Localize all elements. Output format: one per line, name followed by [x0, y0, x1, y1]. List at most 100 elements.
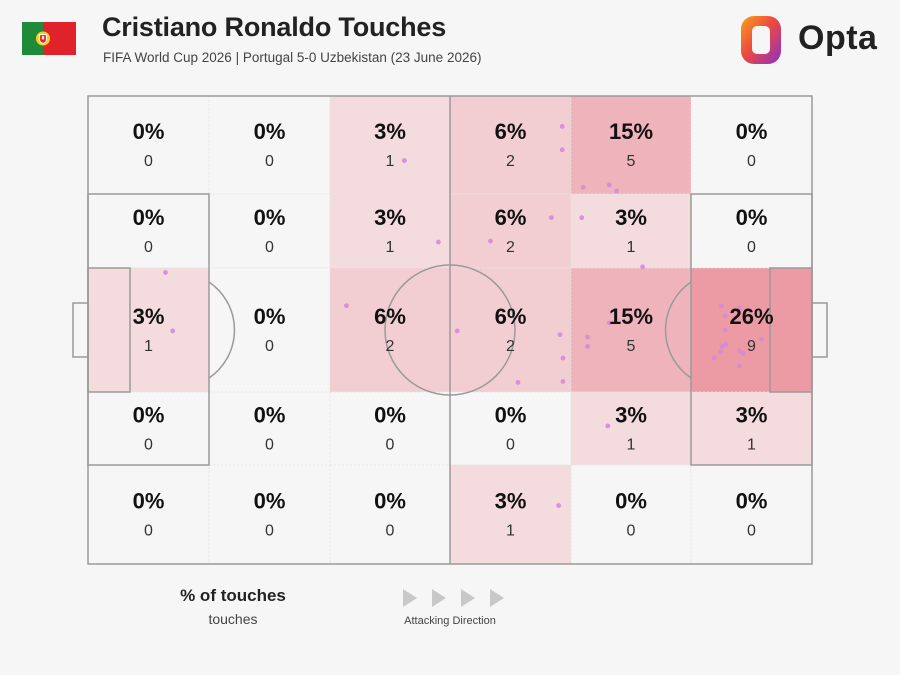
legend-subtitle: touches: [208, 611, 258, 627]
touch-dot: [344, 303, 349, 309]
heatmap-cell: [690, 193, 813, 269]
cell-count-label: 0: [144, 239, 153, 256]
touch-dot: [580, 184, 586, 190]
attacking-direction-arrows-icon: [403, 589, 504, 607]
touch-dot: [163, 270, 168, 275]
touch-dot: [560, 379, 566, 384]
cell-count-label: 5: [627, 153, 636, 170]
cell-count-label: 1: [506, 523, 515, 540]
heatmap-cell: [690, 464, 813, 565]
left-goal: [72, 302, 89, 358]
cell-count-label: 1: [386, 239, 395, 256]
cell-percent-label: 3%: [615, 403, 647, 428]
left-penalty-arc: [208, 281, 236, 379]
cell-percent-label: 15%: [609, 304, 653, 329]
cell-count-label: 1: [747, 437, 756, 454]
touch-dot: [488, 238, 493, 244]
heatmap-cell: [329, 267, 451, 393]
heatmap-cell: [570, 391, 692, 466]
touch-dot: [515, 380, 521, 385]
heatmap-cell: [449, 391, 572, 466]
heatmap-cell: [570, 464, 692, 565]
touch-dot: [548, 215, 554, 221]
cell-count-label: 2: [506, 153, 515, 170]
touch-dot: [740, 351, 746, 356]
cell-percent-label: 6%: [374, 304, 406, 329]
cell-count-label: 0: [747, 239, 756, 256]
cell-count-label: 1: [627, 239, 636, 256]
cell-percent-label: 26%: [729, 304, 773, 329]
cell-percent-label: 3%: [615, 205, 647, 230]
cell-count-label: 0: [627, 523, 636, 540]
touch-dot: [719, 343, 725, 349]
cell-percent-label: 0%: [133, 119, 165, 144]
cell-percent-label: 0%: [736, 119, 768, 144]
heatmap-cell: [449, 267, 572, 393]
touch-dot: [606, 182, 612, 188]
touch-dot: [711, 355, 717, 361]
touch-dot: [719, 303, 724, 309]
touch-dot: [170, 328, 176, 334]
cell-count-label: 2: [386, 338, 395, 355]
right-penalty-arc: [664, 281, 692, 379]
heatmap-cell: [570, 95, 692, 195]
cell-count-label: 0: [144, 437, 153, 454]
touch-dot: [401, 158, 407, 163]
touch-dot: [559, 124, 565, 129]
heatmap-cell: [449, 464, 572, 565]
cell-percent-label: 6%: [495, 304, 527, 329]
touch-dot: [585, 334, 590, 340]
heatmap-cell: [570, 267, 692, 393]
touch-dot: [640, 264, 645, 270]
heatmap-cell: [449, 95, 572, 195]
cell-count-label: 1: [144, 338, 153, 355]
heatmap-cell: [208, 464, 331, 565]
touch-dot: [559, 147, 565, 153]
heatmap-cell: [690, 391, 813, 466]
touch-dot: [605, 423, 611, 429]
cell-percent-label: 0%: [736, 205, 768, 230]
opta-logo-icon: [741, 16, 781, 64]
cell-percent-label: 3%: [736, 403, 768, 428]
cell-count-label: 0: [386, 437, 395, 454]
cell-count-label: 0: [386, 523, 395, 540]
cell-percent-label: 0%: [133, 403, 165, 428]
cell-count-label: 5: [627, 338, 636, 355]
page-title: Cristiano Ronaldo Touches: [102, 12, 447, 42]
cell-count-label: 0: [747, 153, 756, 170]
cell-percent-label: 0%: [254, 119, 286, 144]
heatmap-cell: [208, 95, 331, 195]
cell-percent-label: 6%: [495, 205, 527, 230]
cell-count-label: 9: [747, 338, 756, 355]
heatmap-cell: [329, 464, 451, 565]
touch-dot: [758, 336, 764, 342]
heatmap-cell: [329, 95, 451, 195]
touch-dot: [454, 328, 460, 334]
cell-percent-label: 0%: [374, 489, 406, 514]
cell-percent-label: 0%: [615, 489, 647, 514]
touch-dot: [560, 355, 566, 361]
match-subtitle: FIFA World Cup 2026 | Portugal 5-0 Uzbek…: [103, 50, 482, 65]
cell-count-label: 1: [627, 437, 636, 454]
touch-dot: [723, 341, 729, 347]
heatmap-cell: [690, 267, 813, 393]
heatmap-cell: [87, 464, 210, 565]
cell-percent-label: 15%: [609, 119, 653, 144]
cell-count-label: 0: [144, 523, 153, 540]
cell-count-label: 0: [144, 153, 153, 170]
heatmap-cell: [87, 95, 210, 195]
cell-count-label: 0: [265, 523, 274, 540]
cell-percent-label: 6%: [495, 119, 527, 144]
cell-count-label: 1: [386, 153, 395, 170]
cell-percent-label: 3%: [374, 205, 406, 230]
legend-title: % of touches: [180, 586, 286, 605]
touch-dot: [737, 348, 742, 354]
heatmap-cell: [570, 193, 692, 269]
portugal-flag-icon: [22, 22, 76, 55]
touch-dot: [556, 503, 561, 508]
touch-dot: [737, 363, 742, 369]
cell-percent-label: 3%: [495, 489, 527, 514]
touch-dot: [614, 188, 619, 194]
touch-dot: [585, 343, 590, 349]
cell-percent-label: 0%: [736, 489, 768, 514]
